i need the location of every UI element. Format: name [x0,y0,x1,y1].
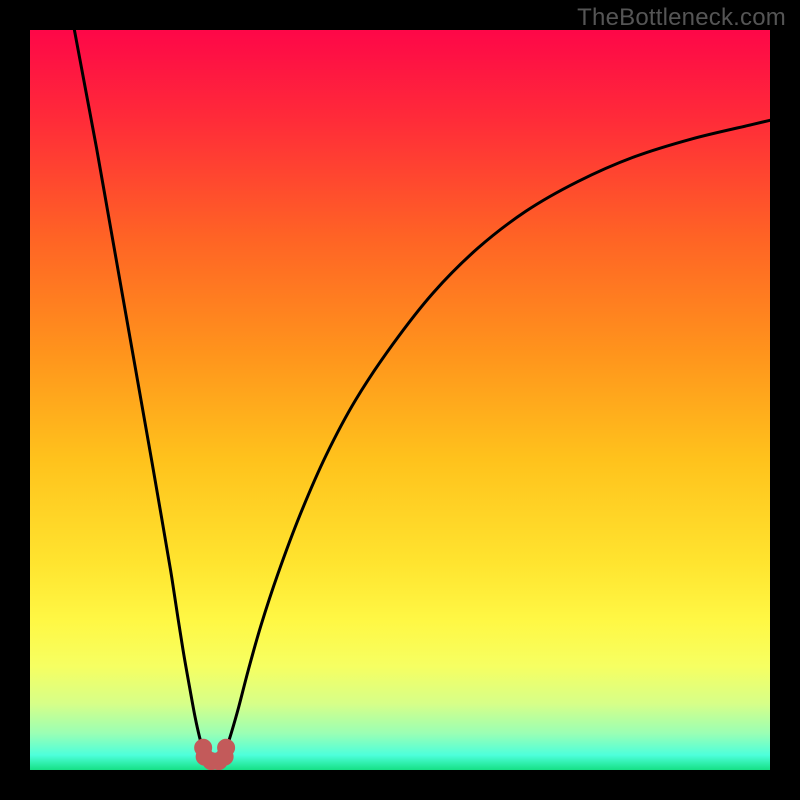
plot-area [30,30,770,770]
page-root: TheBottleneck.com [0,0,800,800]
marker-dot [218,740,234,756]
watermark-text: TheBottleneck.com [577,4,786,32]
chart-svg [30,30,770,770]
